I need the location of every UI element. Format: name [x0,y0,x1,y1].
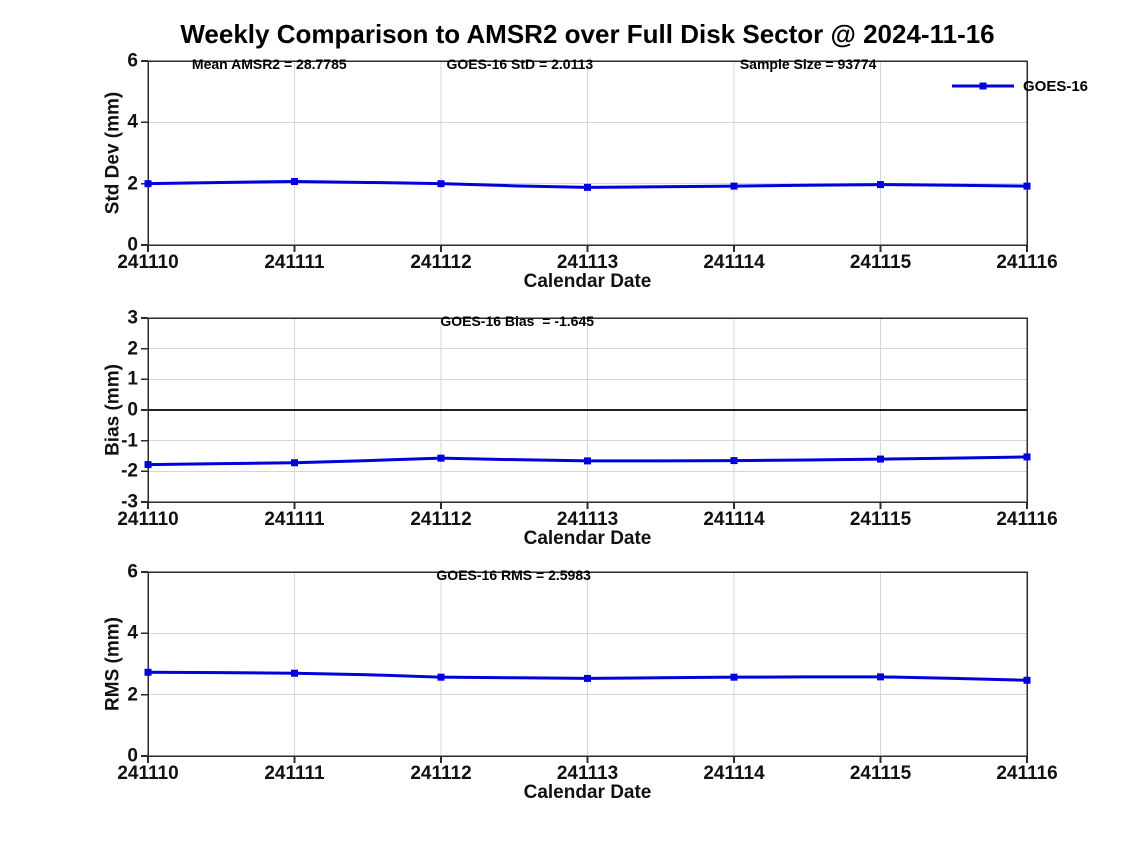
chart-bias-ticks [141,317,1028,509]
data-marker [437,673,445,681]
x-tick-label: 241114 [703,509,765,530]
y-tick-label: 2 [127,173,138,195]
chart-stddev-ticks [141,60,1028,252]
y-tick-label: 2 [127,684,138,706]
annotation: GOES-16 StD = 2.0113 [446,56,594,72]
legend-marker-icon [979,82,987,90]
x-tick-label: 241112 [410,252,472,273]
x-axis-label: Calendar Date [523,782,652,803]
chart-stddev [141,60,1031,252]
data-marker [730,457,738,465]
y-tick-label: 1 [127,368,138,390]
legend-line-sample [952,82,1014,90]
data-marker [144,461,152,469]
x-tick-label: 241111 [264,252,325,273]
chart-rms [141,571,1031,763]
annotation: GOES-16 Bias = -1.645 [440,313,595,329]
x-tick-label: 241113 [556,763,619,784]
data-marker [730,182,738,190]
x-tick-label: 241116 [996,252,1058,273]
y-tick-label: 0 [127,234,138,256]
data-marker [291,669,298,677]
annotation: Sample Size = 93774 [739,56,877,72]
data-marker [1023,182,1031,190]
y-tick-label: -3 [121,491,138,513]
data-marker [877,673,884,681]
x-tick-label: 241112 [410,763,472,784]
x-tick-label: 241111 [264,509,325,530]
y-axis-label: Std Dev (mm) [102,91,124,215]
data-marker [584,674,591,682]
y-tick-label: 3 [127,307,138,329]
data-marker [437,454,445,462]
y-tick-label: 2 [127,338,138,360]
chart-stddev-grid [147,61,1028,245]
x-tick-label: 241116 [996,763,1058,784]
x-tick-label: 241113 [556,252,619,273]
figure-title: Weekly Comparison to AMSR2 over Full Dis… [180,19,995,49]
x-tick-label: 241110 [117,763,179,784]
x-tick-label: 241115 [849,763,912,784]
x-tick-label: 241113 [556,509,619,530]
chart-rms-grid [147,572,1028,756]
y-tick-label: 4 [127,111,138,133]
data-marker [730,673,738,681]
y-tick-label: -1 [121,430,138,452]
x-tick-label: 241115 [849,509,912,530]
x-axis-label: Calendar Date [523,528,652,549]
x-tick-label: 241115 [849,252,912,273]
x-tick-label: 241110 [117,509,179,530]
x-tick-label: 241111 [264,763,325,784]
annotation: GOES-16 RMS = 2.5983 [436,567,591,583]
data-marker [584,183,591,191]
x-tick-label: 241110 [117,252,179,273]
data-marker [291,459,298,467]
x-tick-label: 241112 [410,509,472,530]
data-marker [877,455,884,463]
data-marker [437,180,445,188]
x-tick-label: 241114 [703,763,765,784]
data-marker [144,668,152,676]
y-axis-label: Bias (mm) [102,364,124,456]
annotation: Mean AMSR2 = 28.7785 [191,56,347,72]
data-marker [144,180,152,188]
chart-bias [141,317,1031,509]
x-axis-label: Calendar Date [523,271,652,292]
data-marker [1023,453,1031,461]
chart-rms-ticks [141,571,1028,763]
data-marker [1023,676,1031,684]
y-tick-label: -2 [121,460,138,482]
y-tick-label: 0 [127,399,138,421]
y-tick-label: 6 [127,50,138,72]
data-marker [584,457,591,465]
legend-label: GOES-16 [1023,77,1089,95]
y-axis-label: RMS (mm) [102,617,124,711]
legend: GOES-16 [951,77,1088,95]
y-tick-label: 0 [127,745,138,767]
x-tick-label: 241114 [703,252,765,273]
y-tick-label: 6 [127,561,138,583]
x-tick-label: 241116 [996,509,1058,530]
data-marker [877,181,884,189]
data-marker [291,178,298,186]
y-tick-label: 4 [127,622,138,644]
